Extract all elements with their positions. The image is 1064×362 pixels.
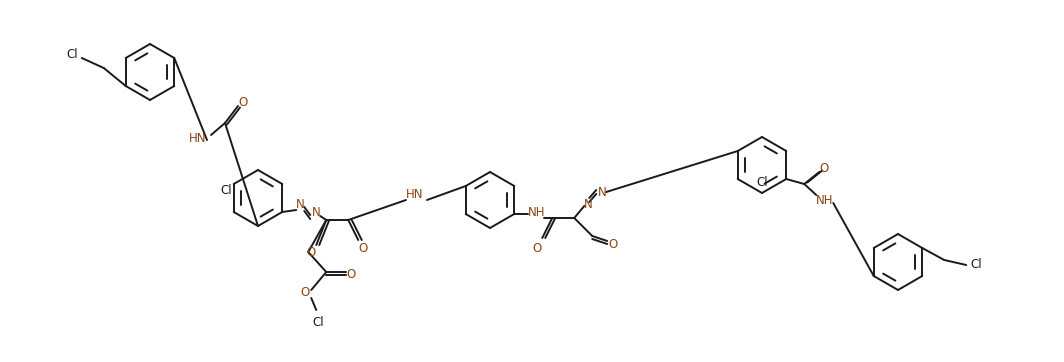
Text: Cl: Cl: [220, 185, 232, 198]
Text: O: O: [609, 239, 618, 252]
Text: HN: HN: [406, 189, 423, 202]
Text: O: O: [301, 286, 310, 299]
Text: N: N: [584, 198, 593, 210]
Text: O: O: [347, 268, 355, 281]
Text: N: N: [296, 198, 304, 210]
Text: NH: NH: [815, 194, 833, 206]
Text: O: O: [306, 247, 316, 260]
Text: N: N: [598, 186, 606, 199]
Text: Cl: Cl: [970, 258, 982, 272]
Text: Cl: Cl: [313, 316, 325, 328]
Text: Cl: Cl: [757, 177, 768, 189]
Text: O: O: [359, 241, 368, 254]
Text: NH: NH: [528, 206, 545, 219]
Text: HN: HN: [189, 131, 206, 144]
Text: Cl: Cl: [66, 49, 78, 62]
Text: N: N: [312, 206, 320, 219]
Text: O: O: [819, 161, 829, 174]
Text: O: O: [533, 241, 542, 254]
Text: O: O: [238, 97, 248, 109]
